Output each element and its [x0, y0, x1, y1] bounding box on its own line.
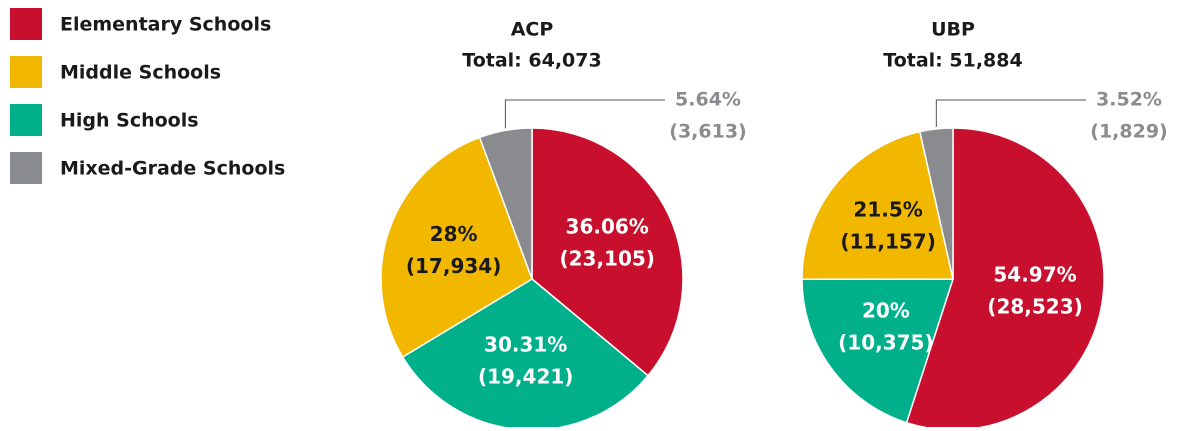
count-label: (17,934)	[406, 254, 501, 278]
chart-subtitle: Total: 64,073	[462, 50, 601, 72]
pie-slice	[918, 127, 954, 280]
legend-label: Mixed-Grade Schools	[60, 158, 285, 180]
count-label: (11,157)	[840, 230, 935, 254]
value-label: 20%	[862, 298, 910, 322]
legend-label: High Schools	[60, 110, 199, 132]
legend-label: Middle Schools	[60, 62, 221, 84]
leader-line	[504, 99, 665, 129]
count-label: (1,829)	[1090, 121, 1167, 143]
pie-slice	[531, 127, 684, 377]
pie-slice	[380, 136, 533, 359]
legend-swatch	[10, 56, 42, 88]
count-label: (19,421)	[478, 364, 573, 388]
count-label: (10,375)	[838, 330, 933, 354]
chart-subtitle: Total: 51,884	[883, 50, 1022, 72]
count-label: (3,613)	[669, 121, 746, 143]
leader-line	[935, 99, 1086, 127]
value-label: 54.97%	[993, 262, 1076, 286]
legend-swatch	[10, 104, 42, 136]
pie-slice	[801, 278, 955, 424]
pie-slice	[478, 127, 533, 280]
value-label: 21.5%	[853, 198, 922, 222]
pie-slice	[801, 130, 954, 280]
value-label: 3.52%	[1096, 89, 1162, 111]
value-label: 36.06%	[566, 214, 649, 238]
chart-title: UBP	[931, 19, 975, 41]
count-label: (23,105)	[559, 246, 654, 270]
value-label: 5.64%	[675, 89, 741, 111]
count-label: (28,523)	[987, 294, 1082, 318]
value-label: 28%	[430, 222, 478, 246]
legend-swatch	[10, 8, 42, 40]
legend-swatch	[10, 152, 42, 184]
legend-label: Elementary Schools	[60, 14, 271, 36]
chart-title: ACP	[511, 19, 554, 41]
value-label: 30.31%	[484, 332, 567, 356]
